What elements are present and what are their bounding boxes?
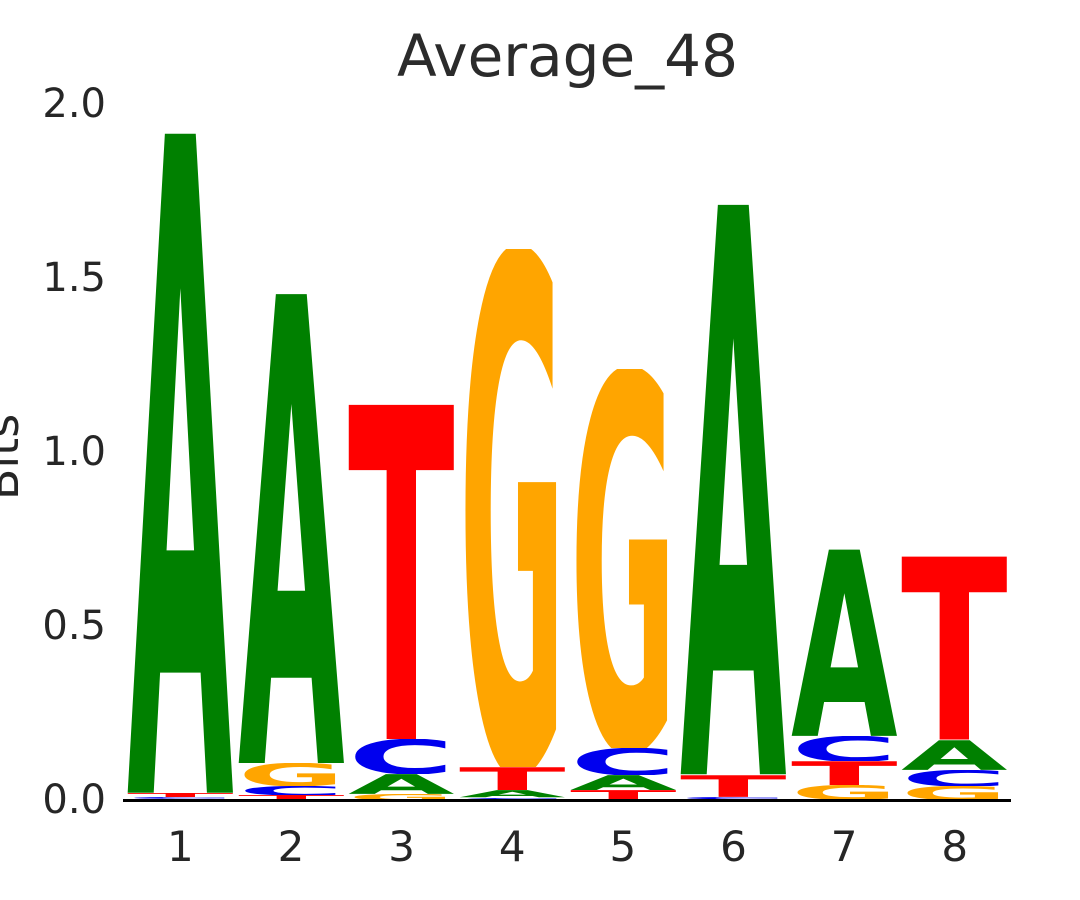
logo-letter-A-pos4: A: [459, 790, 566, 797]
svg-text:C: C: [127, 797, 234, 799]
x-tick-label-1: 1: [166, 822, 194, 871]
logo-letter-G-pos3: G: [348, 794, 455, 800]
svg-text:T: T: [127, 793, 234, 798]
logo-letter-A-pos1: A: [127, 128, 234, 793]
logo-letter-C-pos3: C: [348, 739, 455, 774]
x-tick-label-4: 4: [498, 822, 526, 871]
logo-letter-A-pos7: A: [791, 548, 898, 736]
y-tick-label-0.5: 0.5: [42, 603, 106, 649]
logo-letter-T-pos5: T: [570, 790, 677, 800]
svg-text:A: A: [127, 128, 234, 793]
y-axis-labels: 0.0 0.5 1.0 1.5 2.0: [0, 0, 106, 900]
logo-letter-T-pos4: T: [459, 767, 566, 790]
plot-area: GCTATCGAGACTCATGTACGGCTAGTCAGCAT: [125, 104, 1010, 800]
svg-text:G: G: [901, 786, 1008, 800]
svg-text:G: G: [348, 794, 455, 800]
logo-letter-C-pos2: C: [238, 786, 345, 795]
svg-text:T: T: [791, 761, 898, 785]
x-tick-label-7: 7: [830, 822, 858, 871]
svg-text:G: G: [238, 763, 345, 786]
svg-text:C: C: [238, 786, 345, 795]
logo-letter-G-pos5: G: [570, 369, 677, 748]
y-tick-label-1.0: 1.0: [42, 429, 106, 475]
y-tick-label-2.0: 2.0: [42, 81, 106, 127]
logo-letter-T-pos8: T: [901, 555, 1008, 739]
svg-text:C: C: [901, 770, 1008, 786]
x-tick-label-8: 8: [941, 822, 969, 871]
logo-letter-G-pos2: G: [238, 763, 345, 786]
x-tick-label-6: 6: [720, 822, 747, 871]
chart-title: Average_48: [397, 22, 738, 90]
logo-letter-C-pos8: C: [901, 770, 1008, 786]
logo-letter-C-pos1: C: [127, 797, 234, 799]
x-tick-label-3: 3: [388, 822, 415, 871]
x-tick-label-5: 5: [609, 822, 637, 871]
svg-text:C: C: [570, 748, 677, 775]
logo-letter-T-pos6: T: [680, 775, 787, 797]
svg-text:T: T: [570, 790, 677, 800]
logo-letter-T-pos7: T: [791, 761, 898, 785]
svg-text:G: G: [570, 369, 677, 748]
x-tick-label-2: 2: [277, 822, 305, 871]
svg-text:T: T: [459, 767, 566, 790]
logo-letter-G-pos8: G: [901, 786, 1008, 800]
logo-letter-A-pos2: A: [238, 290, 345, 763]
logo-letter-C-pos7: C: [791, 736, 898, 761]
logo-letter-C-pos6: C: [680, 797, 787, 799]
svg-text:C: C: [459, 798, 566, 800]
svg-text:T: T: [238, 795, 345, 800]
y-tick-label-0.0: 0.0: [42, 777, 106, 823]
logo-letter-A-pos5: A: [570, 775, 677, 790]
svg-text:T: T: [348, 402, 455, 740]
logo-letter-A-pos6: A: [680, 200, 787, 774]
svg-text:A: A: [570, 775, 677, 790]
svg-text:G: G: [459, 249, 566, 768]
x-axis-baseline: [123, 799, 1011, 802]
svg-text:C: C: [680, 797, 787, 799]
svg-text:C: C: [348, 739, 455, 774]
svg-text:A: A: [459, 790, 566, 797]
x-axis-labels: 1 2 3 4 5 6 7 8: [0, 824, 1080, 884]
logo-letter-T-pos3: T: [348, 402, 455, 740]
logo-letter-A-pos8: A: [901, 740, 1008, 770]
logo-letter-A-pos3: A: [348, 774, 455, 794]
logo-letter-C-pos5: C: [570, 748, 677, 775]
svg-text:A: A: [238, 290, 345, 763]
svg-text:C: C: [791, 736, 898, 761]
svg-text:A: A: [901, 740, 1008, 770]
svg-text:A: A: [791, 548, 898, 736]
svg-text:T: T: [901, 555, 1008, 739]
svg-text:G: G: [791, 785, 898, 800]
svg-text:A: A: [348, 774, 455, 794]
logo-letter-G-pos4: G: [459, 249, 566, 768]
svg-text:A: A: [680, 200, 787, 774]
svg-text:T: T: [680, 775, 787, 797]
logo-letter-T-pos1: T: [127, 793, 234, 798]
logo-letter-T-pos2: T: [238, 795, 345, 800]
logo-letter-G-pos7: G: [791, 785, 898, 800]
logo-letter-C-pos4: C: [459, 798, 566, 800]
y-tick-label-1.5: 1.5: [42, 255, 106, 301]
